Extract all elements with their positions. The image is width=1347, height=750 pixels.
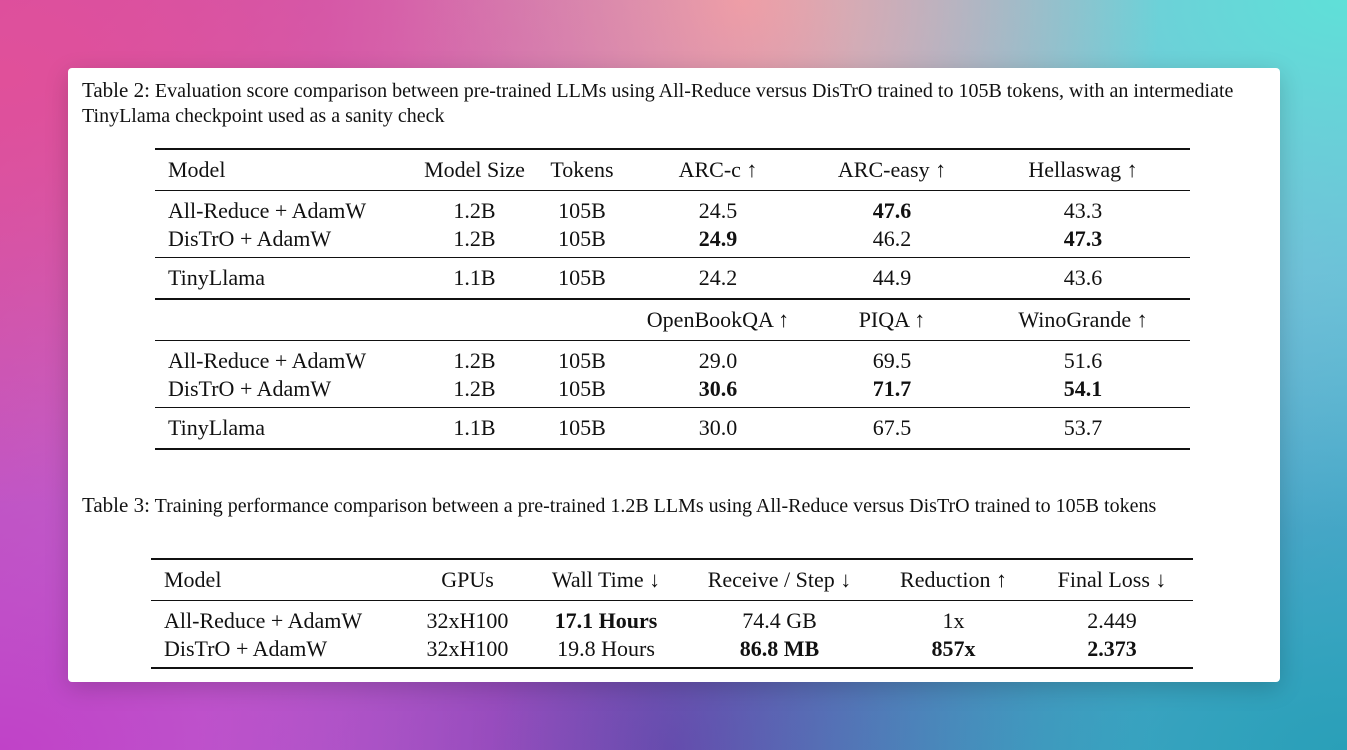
training-performance-table: Model GPUs Wall Time ↓ Receive / Step ↓ … <box>151 558 1193 669</box>
col-header-model: Model <box>151 558 406 601</box>
cell-model: DisTrO + AdamW <box>168 376 332 401</box>
table3-caption: Table 3: Training performance comparison… <box>82 493 1272 519</box>
cell-score: 43.3 <box>976 190 1190 225</box>
table2-header-row: Model Model Size Tokens ARC-c ↑ ARC-easy… <box>155 148 1190 191</box>
cell-model: All-Reduce + AdamW <box>151 600 406 635</box>
cell-score: 30.0 <box>628 407 808 450</box>
cell-score: 24.5 <box>628 190 808 225</box>
cell-score: 51.6 <box>976 340 1190 375</box>
table2-caption-text: Evaluation score comparison between pre-… <box>82 80 1234 127</box>
table-row: DisTrO + AdamW 1.2B 105B 30.6 71.7 54.1 <box>155 375 1190 408</box>
cell-final-loss: 2.449 <box>1031 600 1193 635</box>
cell-tokens: 105B <box>536 190 628 225</box>
cell-model: DisTrO + AdamW <box>151 635 406 669</box>
table3-label: Table 3: <box>82 493 150 517</box>
cell-final-loss-best: 2.373 <box>1031 635 1193 669</box>
cell-model: All-Reduce + AdamW <box>155 190 413 225</box>
table-row: TinyLlama 1.1B 105B 30.0 67.5 53.7 <box>155 407 1190 450</box>
col-header-arc-c: ARC-c ↑ <box>628 148 808 191</box>
empty-cell <box>155 298 413 341</box>
col-header-final-loss: Final Loss ↓ <box>1031 558 1193 601</box>
table2-subheader-row: OpenBookQA ↑ PIQA ↑ WinoGrande ↑ <box>155 298 1190 341</box>
cell-score: 44.9 <box>808 257 976 299</box>
cell-score: 24.2 <box>628 257 808 299</box>
col-header-tokens: Tokens <box>536 148 628 191</box>
cell-gpus: 32xH100 <box>406 600 529 635</box>
cell-model: TinyLlama <box>155 257 413 299</box>
cell-score: 53.7 <box>976 407 1190 450</box>
cell-wall-time-best: 17.1 Hours <box>529 600 683 635</box>
col-header-model-size: Model Size <box>413 148 536 191</box>
cell-size: 1.2B <box>453 376 496 401</box>
cell-reduction: 1x <box>876 600 1031 635</box>
col-header-model: Model <box>155 148 413 191</box>
document-card: Table 2: Evaluation score comparison bet… <box>68 68 1280 682</box>
col-header-winogrande: WinoGrande ↑ <box>976 298 1190 341</box>
col-header-arc-easy: ARC-easy ↑ <box>808 148 976 191</box>
cell-score-best: 30.6 <box>698 376 738 401</box>
col-header-gpus: GPUs <box>406 558 529 601</box>
cell-score: 69.5 <box>808 340 976 375</box>
cell-score-best: 24.9 <box>698 226 738 251</box>
cell-gpus: 32xH100 <box>406 635 529 669</box>
table3-header-row: Model GPUs Wall Time ↓ Receive / Step ↓ … <box>151 558 1193 601</box>
cell-tokens: 105B <box>558 376 606 401</box>
col-header-piqa: PIQA ↑ <box>808 298 976 341</box>
cell-score-best: 54.1 <box>1063 376 1103 401</box>
table-row: DisTrO + AdamW 1.2B 105B 24.9 46.2 47.3 <box>155 225 1190 258</box>
cell-tokens: 105B <box>558 226 606 251</box>
cell-receive-step: 74.4 GB <box>683 600 876 635</box>
empty-cell <box>413 298 536 341</box>
cell-reduction-best: 857x <box>876 635 1031 669</box>
col-header-receive-step: Receive / Step ↓ <box>683 558 876 601</box>
cell-score: 67.5 <box>808 407 976 450</box>
table-row: All-Reduce + AdamW 1.2B 105B 29.0 69.5 5… <box>155 340 1190 375</box>
cell-model: DisTrO + AdamW <box>168 226 332 251</box>
table3-caption-text: Training performance comparison between … <box>154 495 1157 517</box>
table-row: All-Reduce + AdamW 1.2B 105B 24.5 47.6 4… <box>155 190 1190 225</box>
cell-score-best: 47.3 <box>1063 226 1103 251</box>
cell-score: 29.0 <box>628 340 808 375</box>
col-header-hellaswag: Hellaswag ↑ <box>976 148 1190 191</box>
col-header-wall-time: Wall Time ↓ <box>529 558 683 601</box>
table-row: DisTrO + AdamW 32xH100 19.8 Hours 86.8 M… <box>151 635 1193 669</box>
evaluation-score-table: Model Model Size Tokens ARC-c ↑ ARC-easy… <box>155 148 1190 450</box>
cell-size: 1.2B <box>413 190 536 225</box>
cell-size: 1.2B <box>453 226 496 251</box>
cell-size: 1.1B <box>413 407 536 450</box>
empty-cell <box>536 298 628 341</box>
cell-receive-step-best: 86.8 MB <box>683 635 876 669</box>
col-header-reduction: Reduction ↑ <box>876 558 1031 601</box>
table-row: TinyLlama 1.1B 105B 24.2 44.9 43.6 <box>155 257 1190 299</box>
cell-tokens: 105B <box>536 340 628 375</box>
cell-tokens: 105B <box>536 407 628 450</box>
table2-caption: Table 2: Evaluation score comparison bet… <box>82 78 1272 129</box>
cell-tokens: 105B <box>536 257 628 299</box>
table-row: All-Reduce + AdamW 32xH100 17.1 Hours 74… <box>151 600 1193 635</box>
cell-score: 46.2 <box>872 226 912 251</box>
table2-label: Table 2: <box>82 78 150 102</box>
cell-model: TinyLlama <box>155 407 413 450</box>
cell-model: All-Reduce + AdamW <box>155 340 413 375</box>
cell-score-best: 47.6 <box>808 190 976 225</box>
cell-score: 43.6 <box>976 257 1190 299</box>
cell-wall-time: 19.8 Hours <box>529 635 683 669</box>
col-header-openbookqa: OpenBookQA ↑ <box>628 298 808 341</box>
cell-score-best: 71.7 <box>872 376 912 401</box>
cell-size: 1.1B <box>413 257 536 299</box>
cell-size: 1.2B <box>413 340 536 375</box>
